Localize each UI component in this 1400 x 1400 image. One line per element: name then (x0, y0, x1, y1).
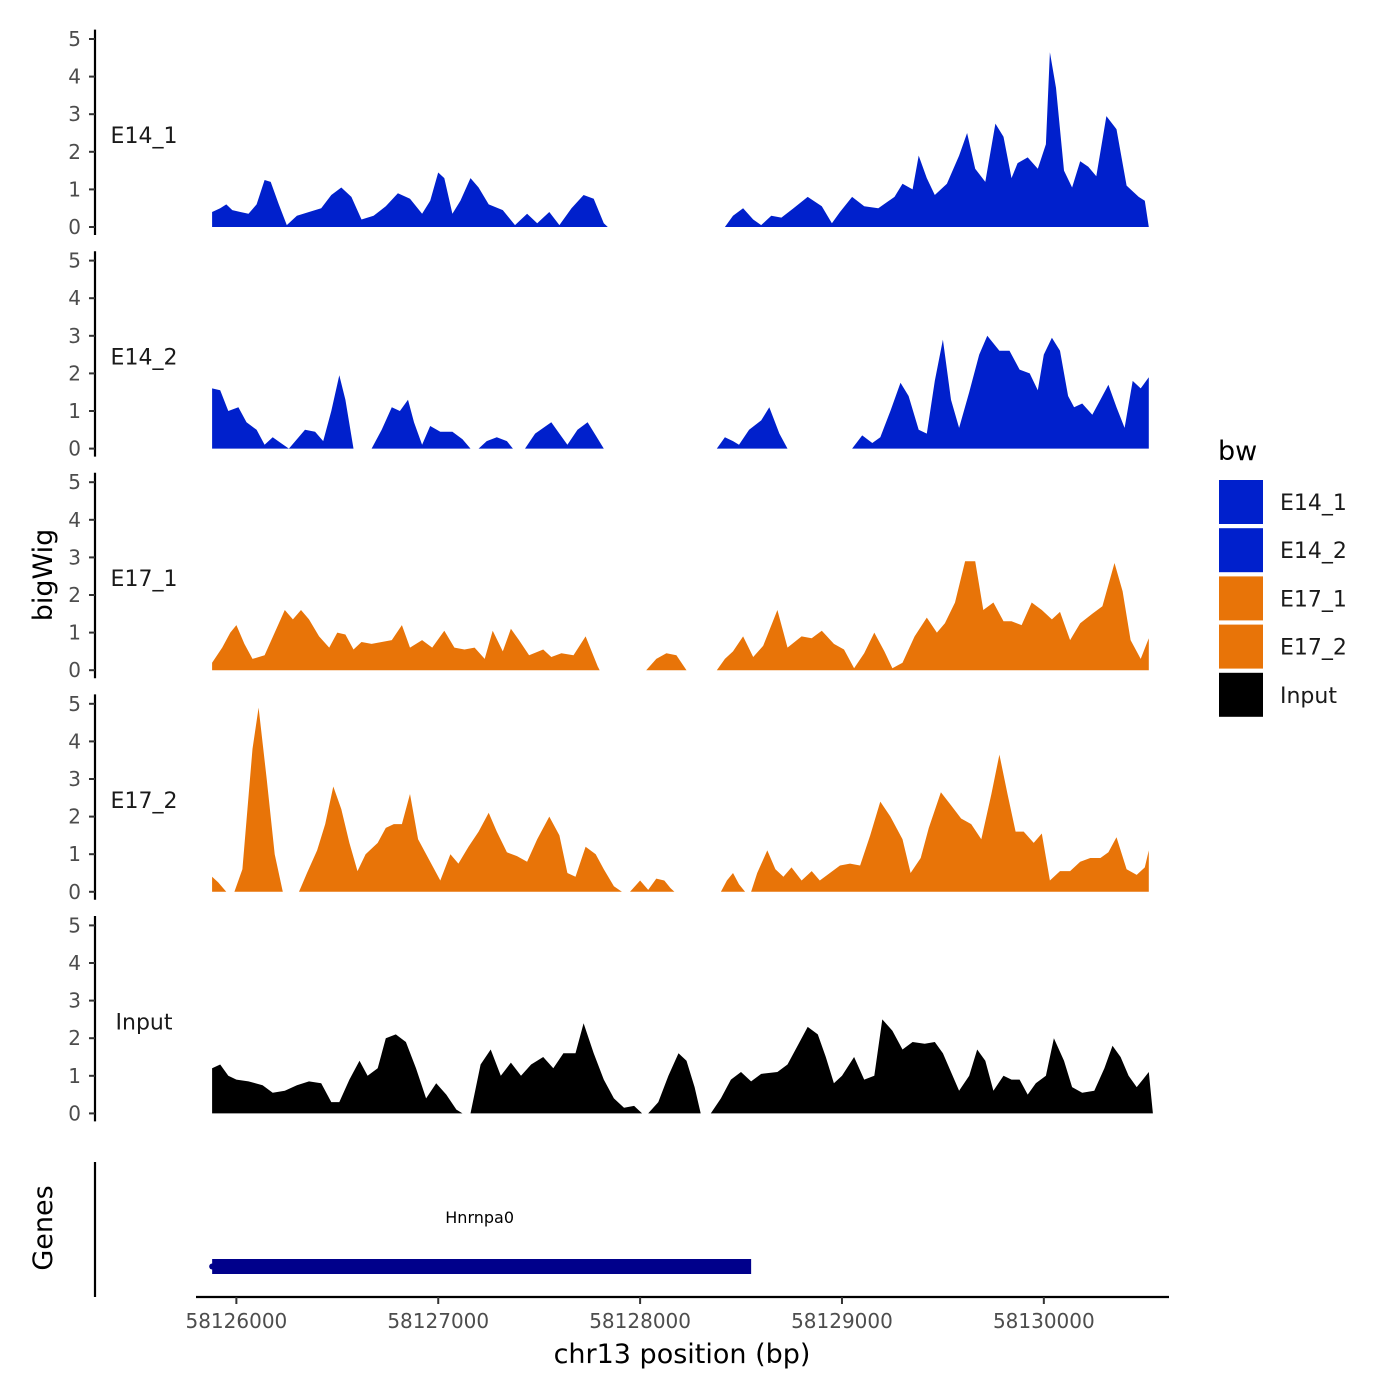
coverage-area (525, 422, 604, 449)
coverage-area (212, 172, 608, 227)
coverage-area (212, 1034, 463, 1114)
legend-label: E14_2 (1280, 539, 1347, 564)
legend-title: bw (1218, 436, 1257, 467)
y-tick-label: 4 (68, 729, 81, 753)
y-tick-label: 3 (68, 324, 81, 348)
track-E14_1: 0 1 2 3 4 5 E14_1 (68, 27, 1149, 239)
y-tick-label: 3 (68, 767, 81, 791)
legend-label: Input (1280, 684, 1337, 709)
x-tick-label: 58127000 (387, 1309, 489, 1333)
track-label: Input (116, 1010, 173, 1035)
coverage-area (710, 1019, 1153, 1114)
x-axis: 58126000 58127000 58128000 58129000 58130000 (185, 1295, 1169, 1333)
track-E17_2: 0 1 2 3 4 5 E17_2 (68, 692, 1149, 904)
y-tick-label: 1 (68, 1064, 81, 1088)
y-tick-label: 4 (68, 286, 81, 310)
x-tick-label: 58126000 (185, 1309, 287, 1333)
y-tick-label: 2 (68, 805, 81, 829)
coverage-area (470, 1023, 643, 1114)
coverage-area (371, 399, 471, 449)
coverage-area (716, 407, 788, 449)
coverage-area (478, 437, 513, 449)
y-tick-label: 2 (68, 140, 81, 164)
x-tick-label: 58129000 (791, 1309, 893, 1333)
legend-label: E17_2 (1280, 636, 1347, 661)
y-tick-label: 4 (68, 508, 81, 532)
coverage-area (646, 653, 687, 671)
coverage-area (720, 873, 746, 892)
coverage-area (852, 335, 1149, 449)
y-tick-label: 4 (68, 65, 81, 89)
coverage-area (716, 561, 1149, 671)
track-label: E17_1 (111, 567, 178, 592)
coverage-area (212, 876, 227, 892)
y-tick-label: 0 (68, 215, 81, 239)
coverage-area (212, 375, 354, 449)
coverage-area (234, 707, 283, 892)
x-tick-label: 58130000 (993, 1309, 1095, 1333)
y-tick-label: 4 (68, 951, 81, 975)
y-tick-label: 0 (68, 658, 81, 682)
y-tick-label: 5 (68, 692, 81, 716)
coverage-area (212, 610, 600, 671)
genes-panel: Hnrnpa0 (93, 1162, 752, 1297)
y-tick-label: 5 (68, 27, 81, 51)
track-label: E14_1 (111, 124, 178, 149)
coverage-area (751, 754, 1149, 892)
genes-axis-title: Genes (28, 1185, 59, 1270)
legend-swatch (1219, 480, 1263, 524)
coverage-area (299, 786, 622, 892)
y-tick-label: 1 (68, 842, 81, 866)
y-tick-label: 2 (68, 361, 81, 385)
track-label: E17_2 (111, 789, 178, 814)
legend-swatch (1219, 624, 1263, 669)
coverage-area (724, 52, 1149, 228)
legend-swatch (1219, 576, 1263, 621)
x-axis-title: chr13 position (bp) (554, 1339, 811, 1370)
y-tick-label: 0 (68, 880, 81, 904)
gene-label: Hnrnpa0 (445, 1208, 514, 1227)
tracks-layer: 0 1 2 3 4 5 E14_1 0 1 2 3 4 5 E14_2 0 1 2 3 4 5 E17_1 0 1 2 3 4 5 E… (68, 27, 1153, 1125)
y-tick-label: 1 (68, 177, 81, 201)
track-Input: 0 1 2 3 4 5 Input (68, 913, 1153, 1125)
y-tick-label: 5 (68, 470, 81, 494)
legend: bw E14_1 E14_2 E17_1 E17_2 Input (1218, 436, 1347, 717)
x-tick-label: 58128000 (589, 1309, 691, 1333)
y-tick-label: 3 (68, 989, 81, 1013)
y-tick-label: 3 (68, 102, 81, 126)
track-label: E14_2 (111, 346, 178, 371)
y-tick-label: 0 (68, 1101, 81, 1125)
y-tick-label: 5 (68, 913, 81, 937)
y-tick-label: 1 (68, 399, 81, 423)
legend-label: E17_1 (1280, 587, 1347, 612)
y-axis-title: bigWig (28, 529, 59, 622)
y-tick-label: 2 (68, 583, 81, 607)
track-E17_1: 0 1 2 3 4 5 E17_1 (68, 470, 1149, 682)
y-tick-label: 0 (68, 437, 81, 461)
legend-swatch (1219, 528, 1263, 573)
y-tick-label: 2 (68, 1026, 81, 1050)
gene-start-marker (209, 1263, 216, 1270)
legend-label: E14_1 (1280, 491, 1347, 516)
track-E14_2: 0 1 2 3 4 5 E14_2 (68, 249, 1149, 461)
y-tick-label: 5 (68, 249, 81, 273)
coverage-area (630, 878, 675, 892)
y-tick-label: 3 (68, 545, 81, 569)
y-tick-label: 1 (68, 621, 81, 645)
gene-bar (212, 1259, 752, 1274)
legend-swatch (1219, 672, 1263, 717)
coverage-area (648, 1053, 701, 1114)
